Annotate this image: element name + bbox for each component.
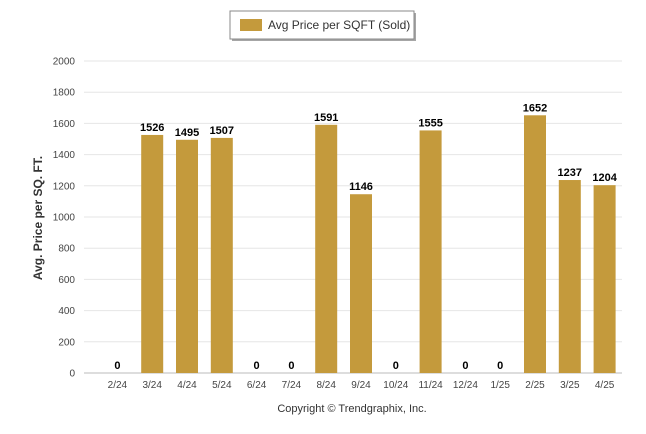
x-tick-label: 2/24 (108, 380, 128, 391)
x-tick-label: 4/24 (177, 380, 197, 391)
data-label: 0 (497, 360, 503, 372)
y-tick-label: 2000 (53, 57, 76, 68)
copyright-text: Copyright © Trendgraphix, Inc. (277, 403, 426, 415)
bar (315, 124, 338, 373)
y-tick-label: 1200 (53, 181, 76, 192)
x-tick-label: 5/24 (212, 380, 232, 391)
x-tick-label: 3/25 (560, 380, 580, 391)
legend-label: Avg Price per SQFT (Sold) (268, 18, 410, 32)
x-tick-label: 2/25 (525, 380, 545, 391)
data-label: 0 (288, 360, 294, 372)
data-label: 0 (254, 360, 260, 372)
data-label: 1591 (314, 112, 338, 124)
x-tick-label: 6/24 (247, 380, 267, 391)
y-axis-title: Avg. Price per SQ. FT. (31, 156, 45, 280)
bar (558, 180, 581, 373)
data-label: 1237 (558, 167, 582, 179)
y-tick-label: 400 (58, 306, 75, 317)
data-label: 1204 (592, 172, 617, 184)
legend: Avg Price per SQFT (Sold) (229, 10, 416, 41)
bar (141, 134, 164, 373)
y-tick-label: 800 (58, 244, 75, 255)
data-labels: 0 1526 1495 1507 0 0 1591 1146 0 1555 0 0 1652 1237 12… (114, 102, 617, 372)
y-tick-label: 1000 (53, 213, 76, 224)
data-label: 1555 (418, 117, 442, 129)
data-label: 0 (393, 360, 399, 372)
y-tick-label: 600 (58, 275, 75, 286)
x-axis-ticks: 2/24 3/24 4/24 5/24 6/24 7/24 8/24 9/24 10/24 11/… (108, 380, 615, 391)
bars (141, 115, 616, 374)
y-tick-label: 0 (69, 369, 75, 380)
data-label: 0 (462, 360, 468, 372)
x-tick-label: 4/25 (595, 380, 615, 391)
data-label: 0 (114, 360, 120, 372)
y-tick-label: 1600 (53, 119, 76, 130)
data-label: 1652 (523, 102, 547, 114)
data-label: 1146 (349, 181, 373, 193)
x-tick-label: 1/25 (490, 380, 510, 391)
bar (210, 137, 233, 373)
bar (524, 115, 546, 374)
x-tick-label: 7/24 (282, 380, 302, 391)
x-tick-label: 8/24 (316, 380, 336, 391)
x-tick-label: 3/24 (142, 380, 162, 391)
y-tick-label: 1800 (53, 88, 76, 99)
bar (419, 130, 442, 373)
data-label: 1507 (210, 125, 234, 137)
y-tick-label: 1400 (53, 150, 76, 161)
data-label: 1526 (140, 122, 164, 134)
y-axis-ticks: 0 200 400 600 800 1000 1200 1400 1600 1800 2000 (53, 57, 76, 380)
x-tick-label: 12/24 (453, 380, 478, 391)
bar (176, 139, 198, 373)
x-tick-label: 9/24 (351, 380, 371, 391)
x-tick-label: 10/24 (383, 380, 408, 391)
data-label: 1495 (175, 127, 199, 139)
bar (593, 185, 616, 373)
legend-swatch (240, 19, 262, 31)
bar (350, 194, 372, 373)
y-tick-label: 200 (58, 337, 75, 348)
x-tick-label: 11/24 (418, 380, 443, 391)
